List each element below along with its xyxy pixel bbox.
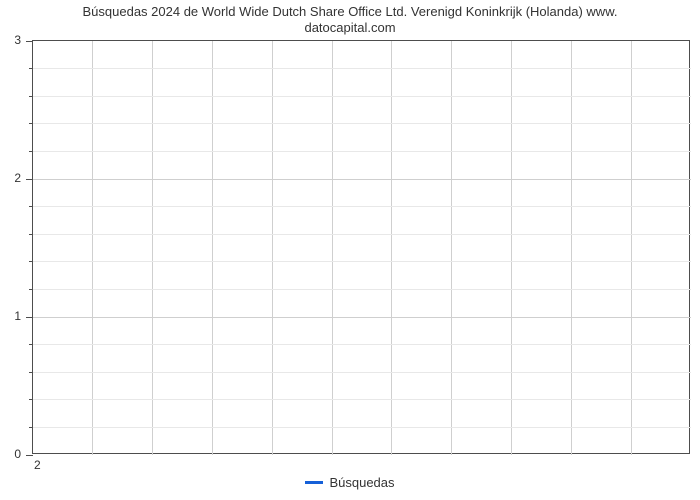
y-minor-tick xyxy=(29,261,33,262)
y-tick-label: 3 xyxy=(14,33,21,47)
y-minor-gridline xyxy=(33,344,691,345)
y-minor-gridline xyxy=(33,399,691,400)
chart-container: Búsquedas 2024 de World Wide Dutch Share… xyxy=(0,0,700,500)
x-gridline xyxy=(631,41,632,455)
y-tick-label: 2 xyxy=(14,171,21,185)
y-minor-gridline xyxy=(33,372,691,373)
y-major-tick xyxy=(26,179,33,180)
y-minor-gridline xyxy=(33,96,691,97)
y-minor-tick xyxy=(29,151,33,152)
y-minor-gridline xyxy=(33,151,691,152)
y-major-tick xyxy=(26,455,33,456)
chart-title-line2: datocapital.com xyxy=(304,20,395,35)
y-major-tick xyxy=(26,41,33,42)
x-gridline xyxy=(511,41,512,455)
y-minor-gridline xyxy=(33,206,691,207)
legend-swatch xyxy=(305,481,323,484)
x-gridline xyxy=(332,41,333,455)
y-major-tick xyxy=(26,317,33,318)
y-minor-tick xyxy=(29,427,33,428)
y-minor-gridline xyxy=(33,289,691,290)
y-major-gridline xyxy=(33,317,691,318)
y-minor-gridline xyxy=(33,234,691,235)
plot-area xyxy=(32,40,690,454)
x-gridline xyxy=(272,41,273,455)
x-tick-label: 2 xyxy=(34,458,41,472)
y-minor-tick xyxy=(29,96,33,97)
y-minor-gridline xyxy=(33,123,691,124)
y-major-gridline xyxy=(33,179,691,180)
y-minor-tick xyxy=(29,344,33,345)
legend: Búsquedas xyxy=(0,475,700,490)
x-gridline xyxy=(92,41,93,455)
chart-title: Búsquedas 2024 de World Wide Dutch Share… xyxy=(0,0,700,39)
y-minor-gridline xyxy=(33,427,691,428)
chart-title-line1: Búsquedas 2024 de World Wide Dutch Share… xyxy=(83,4,618,19)
y-minor-tick xyxy=(29,399,33,400)
x-gridline xyxy=(451,41,452,455)
y-tick-label: 0 xyxy=(14,447,21,461)
y-minor-tick xyxy=(29,68,33,69)
legend-label: Búsquedas xyxy=(329,475,394,490)
y-tick-label: 1 xyxy=(14,309,21,323)
y-minor-tick xyxy=(29,372,33,373)
x-gridline xyxy=(571,41,572,455)
x-gridline xyxy=(391,41,392,455)
y-minor-tick xyxy=(29,206,33,207)
y-minor-gridline xyxy=(33,68,691,69)
y-minor-tick xyxy=(29,234,33,235)
y-minor-gridline xyxy=(33,261,691,262)
x-gridline xyxy=(212,41,213,455)
x-gridline xyxy=(152,41,153,455)
y-minor-tick xyxy=(29,123,33,124)
y-minor-tick xyxy=(29,289,33,290)
